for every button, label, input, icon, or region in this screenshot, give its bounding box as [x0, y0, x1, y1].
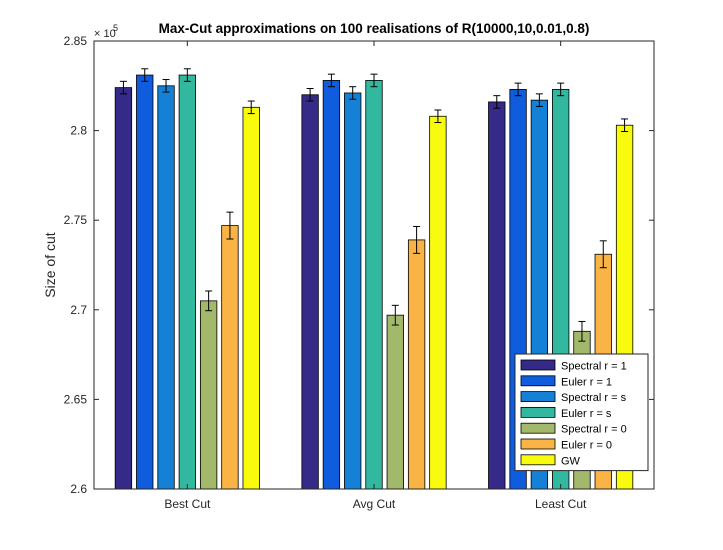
chart-title: Max-Cut approximations on 100 realisatio… [159, 21, 590, 36]
bar-3-2 [344, 92, 362, 490]
legend-swatch-6 [520, 438, 556, 450]
legend-label-2: Euler r = 1 [561, 376, 612, 388]
legend-swatch-7 [520, 454, 556, 466]
legend: Spectral r = 1 Euler r = 1 Spectral r = s E… [514, 353, 649, 472]
bar-1-1 [114, 87, 133, 490]
bar-5-1 [199, 300, 218, 490]
axes-layer: Best Cut Avg Cut Least Cut 2.6 2.65 2.7 2.75 2.… [64, 34, 655, 511]
legend-swatch-5 [520, 422, 556, 434]
bar-7-1 [242, 106, 260, 490]
y-exponent-base: × 10 [94, 28, 116, 40]
legend-label-5: Spectral r = 0 [561, 424, 627, 436]
y-tick-label-3: 2.7 [70, 303, 87, 317]
bar-2-2 [322, 80, 341, 490]
bar-1-2 [301, 94, 319, 490]
axes-box [93, 40, 655, 490]
legend-swatch-2 [520, 375, 556, 387]
bar-1-3 [488, 101, 506, 490]
legend-label-6: Euler r = 0 [561, 440, 612, 452]
legend-swatch-1 [520, 359, 556, 371]
y-tick-label-2: 2.65 [64, 392, 88, 406]
legend-label-7: GW [561, 455, 581, 467]
legend-swatch-3 [520, 391, 556, 403]
y-axis-label: Size of cut [42, 232, 58, 297]
x-tick-label-1: Best Cut [164, 497, 211, 511]
bar-4-1 [178, 74, 196, 490]
y-exponent-power: 5 [113, 23, 118, 33]
errorbars-layer [119, 68, 629, 342]
legend-label-1: Spectral r = 1 [561, 361, 627, 373]
bar-4-2 [365, 80, 383, 490]
x-tick-label-2: Avg Cut [353, 497, 396, 511]
bar-5-2 [386, 314, 404, 490]
x-tick-label-3: Least Cut [535, 497, 587, 511]
y-exponent: × 10 5 [94, 23, 118, 40]
legend-label-4: Euler r = s [561, 408, 612, 420]
y-tick-label-5: 2.8 [70, 124, 87, 138]
bar-2-1 [136, 74, 154, 490]
bar-6-2 [407, 239, 426, 490]
bar-6-1 [221, 225, 239, 490]
y-tick-label-6: 2.85 [64, 34, 88, 48]
legend-swatch-4 [520, 406, 556, 418]
bar-3-1 [157, 85, 175, 490]
y-tick-label-4: 2.75 [64, 213, 88, 227]
y-tick-label-1: 2.6 [70, 482, 87, 496]
bar-7-2 [429, 115, 447, 490]
legend-label-3: Spectral r = s [561, 392, 627, 404]
